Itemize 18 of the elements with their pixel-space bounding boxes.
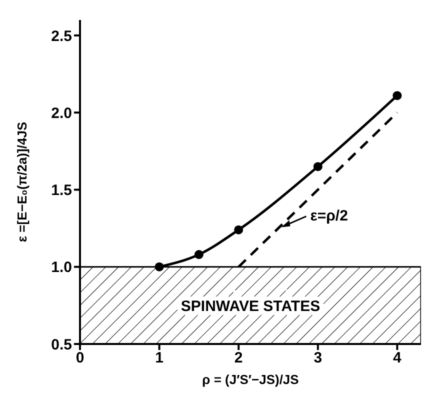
y-tick-label: 1.5 xyxy=(51,182,72,200)
x-tick-label: 4 xyxy=(393,350,402,367)
x-tick-label: 3 xyxy=(314,350,322,367)
x-axis-title: ρ = (J′S′−JS)/JS xyxy=(202,372,300,387)
x-tick-label: 0 xyxy=(76,350,84,367)
y-tick-label: 2.5 xyxy=(51,28,72,45)
point xyxy=(154,262,164,272)
point xyxy=(234,225,244,234)
x-tick-label: 1 xyxy=(155,350,164,367)
y-axis-title: ε =[E−E₀(π/2a)]/4JS xyxy=(14,122,30,242)
annotation: ε=ρ/2 xyxy=(310,207,348,224)
point xyxy=(313,162,322,172)
y-tick-label: 0.5 xyxy=(51,336,72,354)
point xyxy=(392,91,402,100)
y-tick-label: 1.0 xyxy=(51,259,72,276)
x-tick-label: 2 xyxy=(234,350,243,367)
y-tick-label: 2.0 xyxy=(51,104,72,122)
point xyxy=(194,250,204,260)
